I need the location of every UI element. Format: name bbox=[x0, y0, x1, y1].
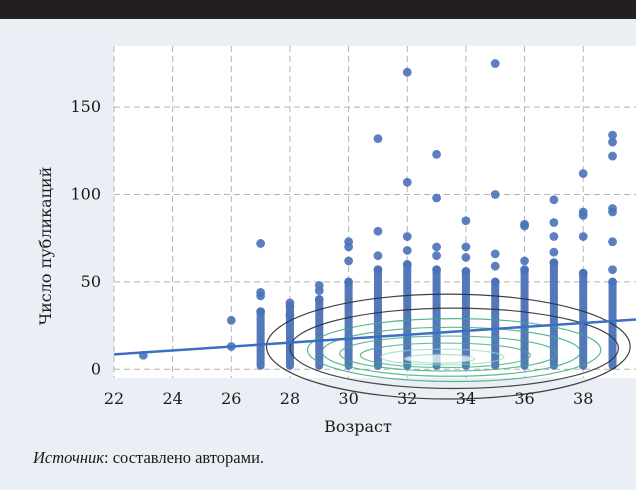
density-contour bbox=[359, 342, 532, 369]
data-point bbox=[432, 251, 441, 261]
density-contour bbox=[380, 348, 505, 366]
density-contour bbox=[321, 326, 581, 377]
data-point bbox=[461, 267, 471, 276]
data-point bbox=[432, 265, 441, 275]
y-tick-labels: 0 50 100 150 bbox=[70, 97, 101, 378]
data-point bbox=[549, 195, 559, 205]
data-point bbox=[432, 149, 441, 159]
data-point bbox=[314, 294, 324, 304]
density-contour bbox=[265, 293, 631, 400]
x-tick-label: 24 bbox=[162, 389, 182, 408]
data-point bbox=[549, 232, 559, 241]
data-point bbox=[490, 249, 500, 259]
data-point bbox=[402, 246, 412, 255]
density-contours bbox=[265, 293, 631, 400]
x-tick-label: 22 bbox=[104, 389, 124, 408]
data-point bbox=[520, 265, 529, 275]
data-point bbox=[549, 258, 559, 268]
y-tick-label: 150 bbox=[70, 97, 101, 116]
x-axis-label: Возраст bbox=[324, 417, 392, 436]
data-point bbox=[520, 256, 529, 266]
data-point bbox=[608, 265, 617, 275]
data-point bbox=[578, 211, 588, 220]
x-tick-label: 34 bbox=[456, 389, 476, 408]
data-point bbox=[373, 265, 383, 275]
data-point bbox=[608, 207, 617, 217]
density-contour bbox=[306, 317, 602, 383]
data-point bbox=[256, 291, 266, 301]
data-point bbox=[402, 232, 412, 241]
data-point bbox=[578, 232, 588, 241]
data-point bbox=[608, 137, 617, 147]
data-point bbox=[285, 310, 295, 320]
density-contour bbox=[403, 353, 476, 364]
source-note: Источник: составлено авторами. bbox=[33, 448, 264, 468]
data-point bbox=[256, 307, 266, 316]
data-point bbox=[344, 277, 354, 287]
data-point bbox=[432, 242, 441, 252]
data-point bbox=[461, 216, 471, 226]
data-point bbox=[578, 268, 588, 278]
data-point bbox=[608, 130, 617, 140]
data-point bbox=[490, 261, 500, 271]
data-point bbox=[285, 301, 295, 311]
density-contour bbox=[339, 335, 558, 372]
x-tick-labels: 22 24 26 28 30 32 34 36 38 bbox=[104, 389, 594, 408]
density-contour bbox=[289, 307, 620, 390]
y-tick-label: 0 bbox=[91, 359, 101, 378]
data-points bbox=[138, 59, 617, 360]
data-point bbox=[402, 177, 412, 187]
data-point bbox=[344, 242, 354, 252]
data-point bbox=[432, 193, 441, 203]
data-point bbox=[402, 260, 412, 269]
y-tick-label: 50 bbox=[81, 272, 101, 291]
data-point bbox=[461, 253, 471, 262]
x-tick-label: 38 bbox=[573, 389, 593, 408]
y-tick-label: 100 bbox=[70, 185, 101, 204]
data-point bbox=[461, 242, 471, 252]
data-point bbox=[578, 169, 588, 178]
data-point bbox=[490, 277, 500, 287]
trend-line bbox=[113, 318, 636, 356]
x-tick-label: 30 bbox=[338, 389, 358, 408]
grid-lines bbox=[113, 46, 636, 378]
source-text: : составлено авторами. bbox=[104, 448, 265, 467]
x-tick-label: 36 bbox=[514, 389, 534, 408]
data-point bbox=[373, 226, 383, 236]
data-point bbox=[344, 256, 354, 266]
data-point bbox=[256, 239, 266, 248]
trend-line-group bbox=[113, 318, 636, 356]
data-point bbox=[314, 286, 324, 296]
data-point bbox=[549, 247, 559, 257]
y-axis-label: Число публикаций bbox=[36, 167, 55, 326]
x-tick-label: 28 bbox=[280, 389, 300, 408]
column-bands bbox=[256, 258, 617, 370]
data-point bbox=[608, 237, 617, 247]
data-point bbox=[402, 67, 412, 77]
x-tick-label: 26 bbox=[221, 389, 241, 408]
x-tick-label: 32 bbox=[397, 389, 417, 408]
data-point bbox=[608, 151, 617, 161]
data-point bbox=[490, 59, 500, 68]
header-bar bbox=[0, 0, 636, 19]
data-point bbox=[608, 277, 617, 287]
data-point bbox=[226, 315, 236, 325]
data-point bbox=[373, 251, 383, 261]
data-point bbox=[490, 190, 500, 199]
data-point bbox=[520, 221, 529, 231]
data-point bbox=[549, 218, 559, 227]
data-point bbox=[373, 134, 383, 144]
source-label: Источник bbox=[33, 448, 105, 467]
